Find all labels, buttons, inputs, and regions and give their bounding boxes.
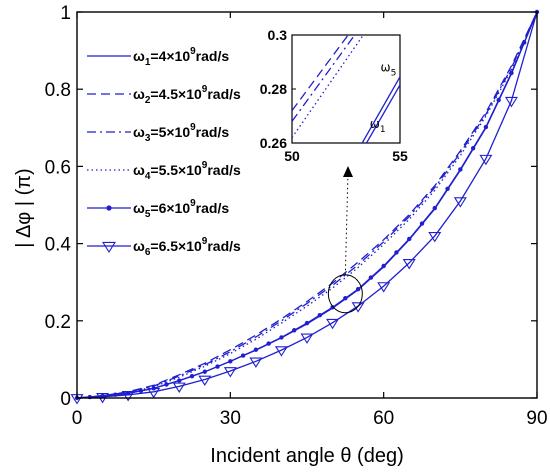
legend-marker-triangle [102, 241, 116, 254]
y-tick-label: 0 [60, 389, 71, 410]
x-tick-label: 30 [220, 408, 241, 429]
series-5-marker [304, 320, 310, 326]
y-tick-label: 0.8 [45, 80, 71, 101]
inset-x-tick-label: 50 [284, 148, 300, 164]
inset: 50 55 0.26 0.28 0.3 ω5 ω1 [260, 27, 408, 164]
plot-frame [76, 11, 538, 399]
series-5-marker [509, 70, 514, 76]
series-6-marker [147, 387, 161, 399]
series-5-marker [228, 359, 233, 364]
series-5-marker [292, 328, 297, 333]
series-6-marker [428, 232, 442, 243]
series-5-marker [483, 124, 489, 130]
zoom-circle [327, 274, 363, 314]
axes-layer: 0 30 60 90 0 0.2 0.4 0.6 0.8 1 [45, 3, 548, 429]
legend-label-2: ω2=4.5×109rad/s [133, 84, 241, 106]
series-5-marker [202, 369, 207, 374]
series-6-marker [274, 346, 288, 357]
series-6-marker [504, 96, 518, 108]
series-line-2 [76, 11, 538, 399]
series-5-marker [279, 335, 284, 340]
legend-marker-dot [106, 205, 112, 211]
series-6-marker [121, 391, 135, 402]
series-5-marker [138, 388, 144, 394]
series-6-marker [300, 333, 314, 344]
series-5-marker [177, 378, 182, 383]
series-5-marker [355, 286, 361, 292]
inset-line-ω1 [365, 84, 400, 143]
legend-label-3: ω3=5×109rad/s [133, 122, 229, 144]
inset-frame [291, 34, 401, 144]
series-5-marker [419, 221, 425, 226]
legend-label-1: ω1=4×109rad/s [133, 46, 229, 68]
series-5-marker [381, 263, 386, 269]
series-5-marker [445, 186, 450, 191]
series-5-marker [266, 341, 271, 346]
series-5-marker [522, 40, 527, 45]
series-6-marker [198, 375, 212, 387]
series-5-marker [330, 305, 335, 310]
y-axis-label: | Δφ | (π) [13, 168, 35, 247]
zoom-arrow-line [344, 171, 349, 275]
series-6-marker [377, 282, 391, 293]
series-6-marker [249, 357, 263, 368]
series-5-marker [407, 236, 412, 242]
legend-label-5: ω5=6×109rad/s [133, 198, 229, 220]
inset-line-ω2 [292, 35, 349, 111]
inset-lines [292, 35, 400, 143]
inset-annotation-5: ω5 [381, 60, 397, 78]
series-5-marker [215, 364, 220, 369]
series-5-marker [343, 296, 348, 301]
series-6-marker [326, 318, 340, 330]
x-tick-label: 90 [526, 408, 547, 429]
y-tick-label: 0.4 [45, 235, 72, 256]
series-6-marker [351, 302, 365, 313]
series-6-marker [479, 154, 493, 166]
inset-line-ω4 [292, 35, 364, 138]
series-6-marker [223, 367, 237, 378]
inset-x-tick-label: 55 [392, 148, 408, 164]
inset-y-tick-label: 0.3 [268, 27, 288, 43]
series-5-marker [240, 353, 246, 358]
series-6-marker [402, 259, 416, 270]
series-5-marker [253, 347, 259, 352]
series-6-marker [453, 197, 467, 208]
y-tick-label: 0.2 [45, 312, 71, 333]
legend: ω1=4×109rad/s ω2=4.5×109rad/s ω3=5×109rad/… [87, 46, 241, 258]
series-5-marker [458, 167, 463, 172]
x-tick-label: 60 [373, 408, 394, 429]
legend-label-6: ω6=6.5×109rad/s [133, 236, 241, 258]
series-5-marker [317, 313, 322, 318]
series-5-marker [496, 97, 501, 103]
x-tick-label: 0 [72, 408, 83, 429]
inset-annotation-1: ω1 [370, 117, 386, 135]
series-5-marker [189, 373, 195, 379]
zoom-arrow-head [343, 166, 353, 177]
series-5-marker [432, 205, 437, 211]
y-tick-label: 1 [60, 3, 71, 24]
inset-line-ω5 [361, 76, 400, 143]
inset-y-tick-label: 0.26 [260, 135, 287, 151]
y-tick-label: 0.6 [45, 157, 71, 178]
series-5-marker [164, 382, 169, 387]
series-5-marker [470, 146, 476, 151]
series-5-marker [394, 250, 399, 255]
series-line-3 [76, 11, 538, 399]
series-5-marker [368, 275, 374, 280]
plot-layer [70, 9, 540, 405]
legend-label-4: ω4=5.5×109rad/s [133, 160, 241, 182]
x-axis-label: Incident angle θ (deg) [210, 445, 403, 467]
series-line-6 [76, 11, 538, 399]
inset-y-tick-label: 0.28 [260, 81, 287, 97]
series-6-marker [172, 382, 186, 393]
